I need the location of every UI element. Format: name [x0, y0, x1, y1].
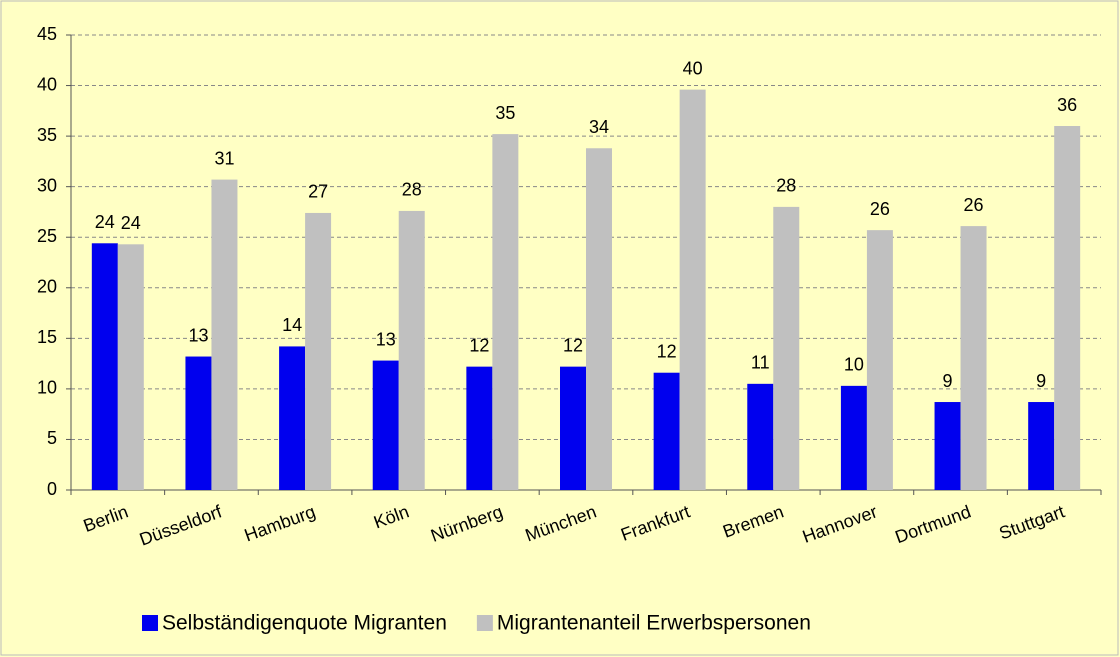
- data-label: 28: [402, 180, 422, 200]
- bar: [279, 346, 306, 490]
- data-label: 13: [188, 325, 208, 345]
- y-tick-label: 30: [37, 175, 57, 195]
- legend-swatch: [476, 615, 493, 631]
- y-tick-label: 45: [37, 24, 57, 44]
- y-tick-label: 40: [37, 74, 57, 94]
- bar: [185, 356, 212, 490]
- bar: [1054, 126, 1081, 490]
- y-tick-label: 20: [37, 277, 57, 297]
- legend-swatch: [142, 615, 158, 631]
- bar: [372, 360, 399, 490]
- data-label: 13: [376, 329, 396, 349]
- y-tick-label: 15: [37, 327, 57, 347]
- bar: [560, 366, 586, 490]
- bar: [840, 385, 867, 490]
- data-label: 26: [870, 199, 890, 219]
- data-label: 36: [1057, 95, 1077, 115]
- y-tick-label: 5: [47, 428, 57, 448]
- data-label: 28: [776, 176, 796, 196]
- data-label: 24: [95, 212, 115, 232]
- y-tick-label: 0: [47, 479, 57, 499]
- data-label: 24: [121, 213, 141, 233]
- bar: [866, 230, 893, 490]
- bar: [586, 148, 612, 490]
- bar: [960, 226, 987, 490]
- data-label: 10: [844, 355, 864, 375]
- y-tick-label: 10: [37, 378, 57, 398]
- bar: [305, 212, 332, 490]
- y-tick-label: 35: [37, 125, 57, 145]
- bar: [1028, 402, 1055, 490]
- data-label: 12: [469, 335, 489, 355]
- bar: [653, 372, 680, 490]
- data-label: 40: [683, 58, 703, 78]
- data-label: 14: [282, 315, 302, 335]
- data-label: 9: [943, 371, 953, 391]
- data-label: 27: [308, 182, 328, 202]
- data-label: 9: [1036, 371, 1046, 391]
- bar: [773, 206, 800, 490]
- y-tick-label: 25: [37, 226, 57, 246]
- bar: [466, 366, 493, 490]
- bar: [398, 210, 425, 490]
- data-label: 26: [964, 195, 984, 215]
- bar: [679, 89, 706, 490]
- bar: [91, 243, 118, 490]
- data-label: 12: [563, 335, 583, 355]
- data-label: 11: [751, 353, 770, 373]
- data-label: 31: [214, 148, 234, 168]
- bar: [117, 244, 144, 490]
- data-label: 35: [495, 103, 515, 123]
- bar: [934, 402, 961, 490]
- legend-label: Selbständigenquote Migranten: [162, 612, 447, 635]
- data-label: 12: [657, 341, 677, 361]
- bar: [211, 179, 238, 491]
- data-label: 34: [589, 117, 609, 137]
- bar: [492, 134, 519, 491]
- bar: [747, 383, 774, 490]
- legend-label: Migrantenanteil Erwerbspersonen: [497, 612, 811, 635]
